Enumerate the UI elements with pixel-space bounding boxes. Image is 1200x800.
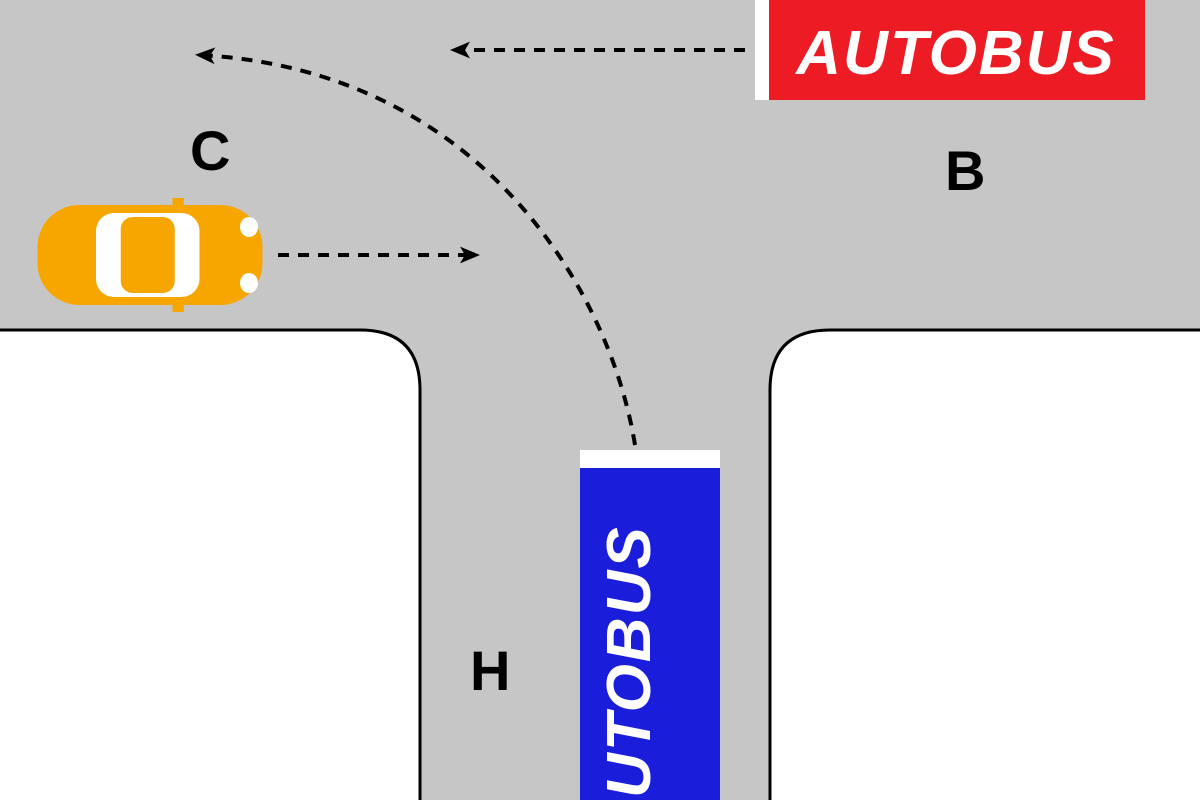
bus-red: AUTOBUS bbox=[755, 0, 1145, 100]
car-orange bbox=[38, 198, 263, 312]
bus-blue-label: AUTOBUS bbox=[595, 525, 664, 800]
intersection-diagram: AUTOBUS AUTOBUS C B H bbox=[0, 0, 1200, 800]
bus-red-label: AUTOBUS bbox=[794, 19, 1115, 88]
label-h: H bbox=[470, 639, 510, 702]
bus-blue: AUTOBUS bbox=[580, 450, 720, 800]
label-c: C bbox=[190, 119, 230, 182]
label-b: B bbox=[945, 139, 985, 202]
